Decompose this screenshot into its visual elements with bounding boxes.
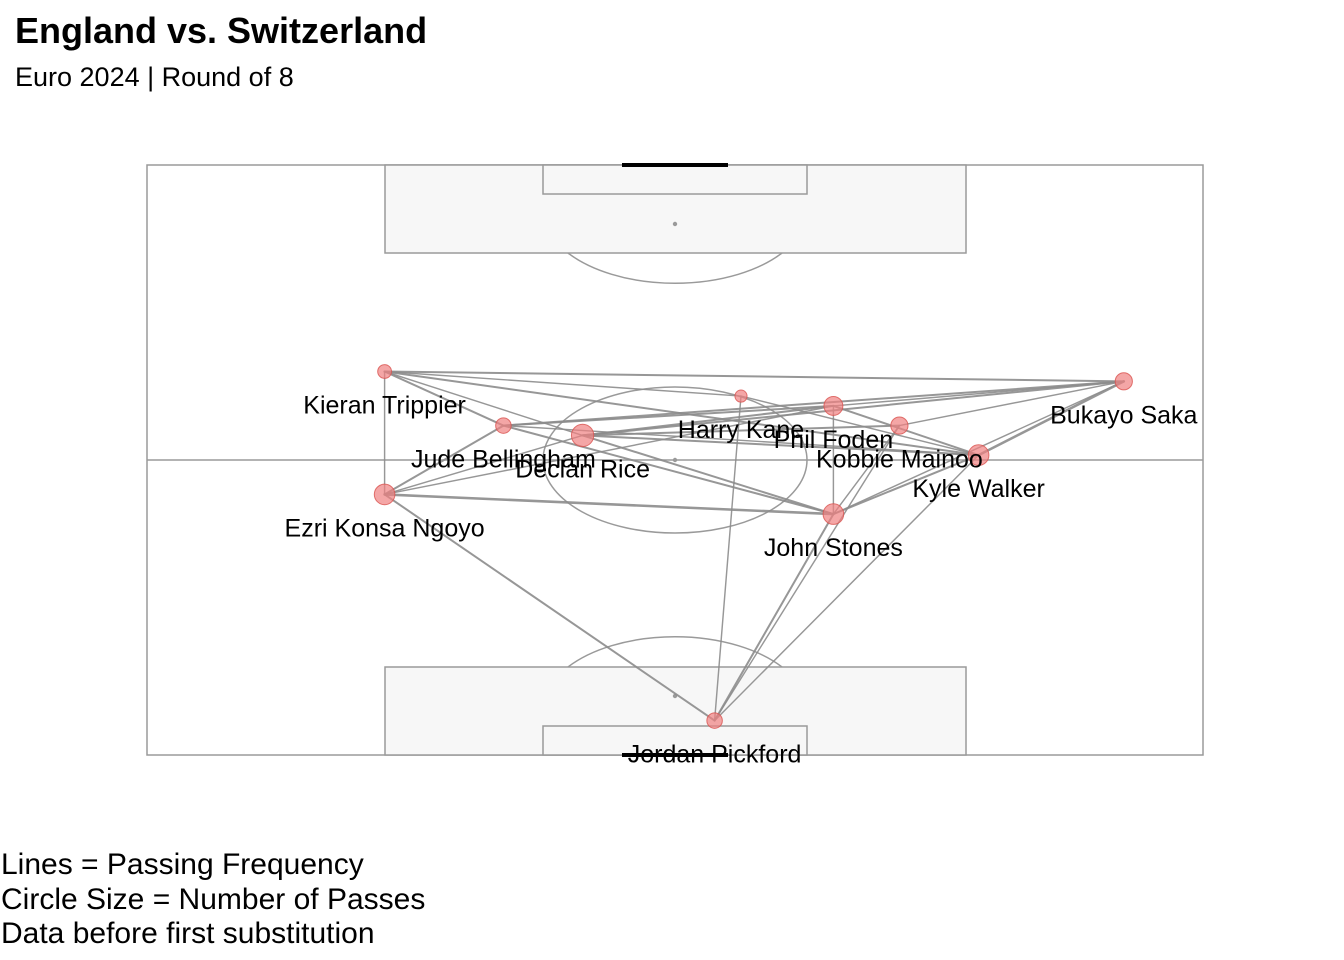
caption-line-data-note: Data before first substitution xyxy=(1,917,375,950)
player-label-kane: Harry Kane xyxy=(678,416,804,444)
player-node-walker xyxy=(967,444,990,466)
player-node-rice xyxy=(570,423,595,448)
pass-line-kane-walker xyxy=(740,395,980,456)
center-spot xyxy=(672,457,678,463)
pass-line-trippier-saka xyxy=(383,370,1125,383)
caption-line-lines: Lines = Passing Frequency xyxy=(1,848,364,881)
player-label-walker: Kyle Walker xyxy=(912,475,1044,503)
player-node-stones xyxy=(822,503,845,525)
pass-line-trippier-rice xyxy=(383,370,584,437)
player-label-bellingham: Jude Bellingham xyxy=(411,446,596,474)
caption-line-circle-size: Circle Size = Number of Passes xyxy=(1,882,426,916)
pass-line-walker-stones xyxy=(832,454,980,516)
player-label-pickford: Jordan Pickford xyxy=(628,741,802,769)
pass-line-rice-stones xyxy=(581,434,835,516)
top-penalty-spot xyxy=(672,221,678,227)
pass-line-trippier-bellingham xyxy=(383,370,505,427)
chart-subtitle: Euro 2024 | Round of 8 xyxy=(15,62,294,92)
pass-line-stones-konsa xyxy=(383,493,835,516)
pass-line-konsa-foden xyxy=(383,405,835,496)
pass-line-rice-konsa xyxy=(383,434,584,496)
player-node-foden xyxy=(823,395,844,416)
pass-line-mainoo-saka xyxy=(898,380,1125,427)
player-label-mainoo: Kobbie Mainoo xyxy=(816,446,983,474)
pass-line-kane-pickford xyxy=(713,395,742,722)
player-label-rice: Declan Rice xyxy=(515,455,650,483)
player-label-trippier: Kieran Trippier xyxy=(303,392,466,420)
pass-line-rice-saka xyxy=(581,380,1125,437)
pass-line-rice-walker xyxy=(581,434,980,457)
player-label-foden: Phil Foden xyxy=(774,426,894,454)
pass-line-rice-mainoo xyxy=(581,424,901,437)
player-node-bellingham xyxy=(495,417,512,434)
player-node-mainoo xyxy=(890,416,909,435)
pass-line-trippier-kane xyxy=(383,370,742,397)
pass-line-mainoo-stones xyxy=(832,424,901,515)
chart-title: England vs. Switzerland xyxy=(15,10,428,51)
pass-line-bellingham-konsa xyxy=(383,424,505,496)
player-label-stones: John Stones xyxy=(764,534,903,562)
top-penalty-arc xyxy=(567,252,783,284)
pass-line-mainoo-pickford xyxy=(713,424,901,722)
pass-line-rice-foden xyxy=(581,404,835,437)
top-six-yard-box xyxy=(542,164,808,195)
pass-line-konsa-pickford xyxy=(383,493,716,722)
player-node-pickford xyxy=(706,712,723,729)
player-node-trippier xyxy=(377,364,393,379)
pass-line-bellingham-saka xyxy=(502,380,1125,427)
player-label-konsa: Ezri Konsa Ngoyo xyxy=(285,514,485,542)
player-node-konsa xyxy=(373,483,396,506)
pass-line-pickford-walker xyxy=(713,454,980,722)
pass-line-bellingham-stones xyxy=(502,424,835,516)
player-node-kane xyxy=(734,389,748,403)
player-label-saka: Bukayo Saka xyxy=(1050,401,1197,429)
pass-lines xyxy=(383,370,1126,722)
pass-line-stones-pickford xyxy=(713,513,835,722)
center-circle xyxy=(542,386,808,534)
chart-caption: Lines = Passing Frequency Circle Size = … xyxy=(1,848,425,952)
pass-line-foden-saka xyxy=(832,380,1125,407)
pitch-markings xyxy=(146,163,1204,757)
pass-line-bellingham-foden xyxy=(502,404,835,427)
player-node-saka xyxy=(1114,372,1133,391)
player-nodes xyxy=(373,364,1133,729)
pass-line-walker-saka xyxy=(977,380,1126,457)
